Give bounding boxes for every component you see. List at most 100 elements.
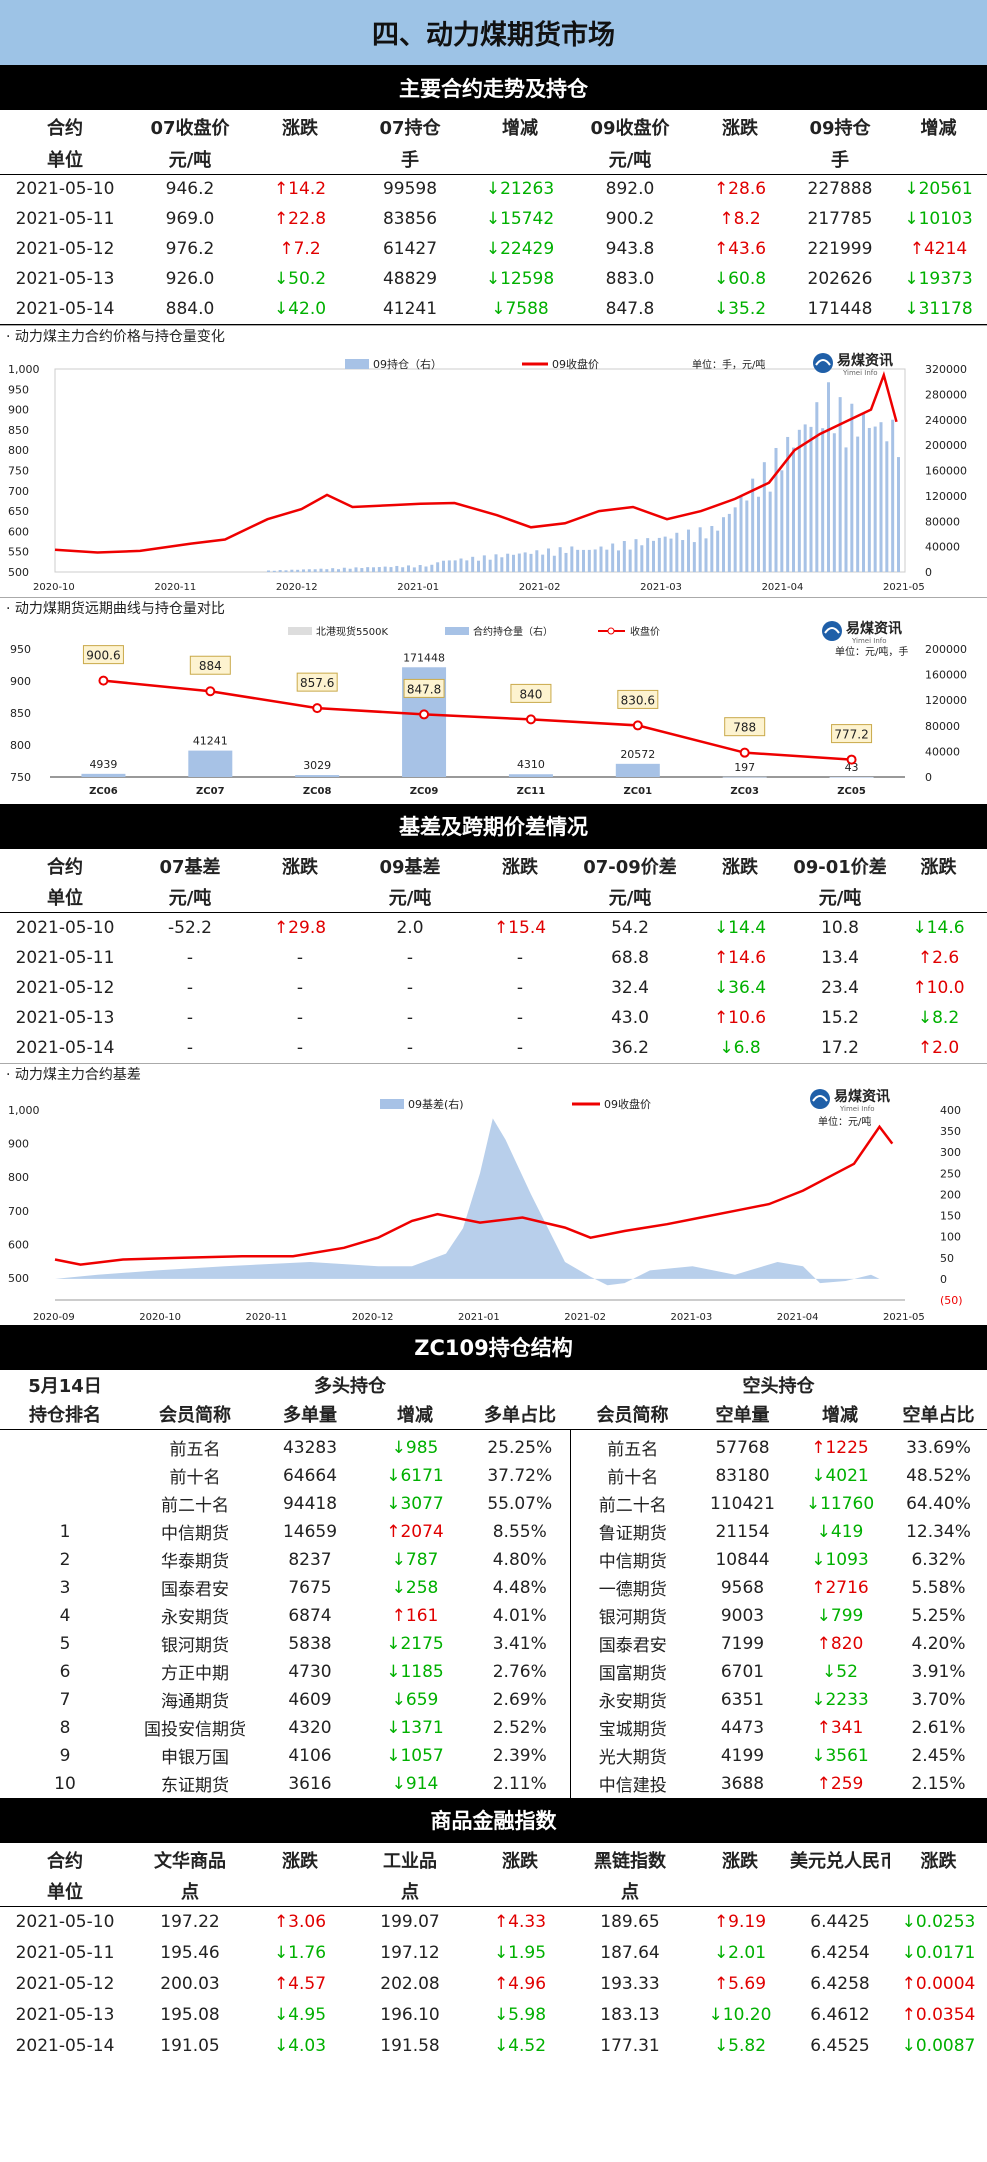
axis-tick-label: 2021-05 xyxy=(883,1312,925,1323)
price-value-label: 777.2 xyxy=(834,727,868,741)
basis-chart: 1,00090080070060050040035030025020015010… xyxy=(8,1088,963,1323)
table-cell: 2.0 xyxy=(396,917,424,938)
column-header: 合约 xyxy=(47,118,83,139)
axis-tick-label: 2021-03 xyxy=(640,582,682,593)
table-cell: ↓42.0 xyxy=(273,298,327,319)
open-interest-bar xyxy=(302,568,305,572)
open-interest-bar xyxy=(850,403,854,572)
chart1-label: · 动力煤主力合约价格与持仓量变化 xyxy=(0,324,987,347)
table-cell: 银河期货 xyxy=(161,1636,229,1656)
header-row: 持仓排名 会员简称 多单量 增减 多单占比 会员简称 空单量 增减 空单占比 xyxy=(0,1400,987,1430)
open-interest-bar xyxy=(628,549,632,572)
legend-label: 09基差(右) xyxy=(408,1097,464,1111)
axis-tick-label: 850 xyxy=(8,423,29,436)
page-title: 四、动力煤期货市场 xyxy=(0,0,987,65)
table-cell: 6.4612 xyxy=(810,2005,870,2025)
axis-tick-label: 2021-04 xyxy=(777,1312,819,1323)
open-interest-bar xyxy=(512,554,515,572)
table-cell: 189.65 xyxy=(600,1912,660,1933)
open-interest-bar xyxy=(768,491,772,572)
table-cell: ↑14.2 xyxy=(273,179,327,200)
table-cell: 2 xyxy=(59,1549,71,1570)
logo-icon xyxy=(822,620,842,641)
table-cell: 2021-05-10 xyxy=(15,1912,115,1933)
table-cell: - xyxy=(406,977,414,998)
table-cell: 892.0 xyxy=(605,179,655,200)
open-interest-bar xyxy=(517,553,521,572)
open-interest-bar xyxy=(780,469,784,572)
table-cell: 48829 xyxy=(382,269,438,289)
axis-tick-label: 2021-01 xyxy=(458,1312,500,1323)
open-interest-bar xyxy=(500,556,504,572)
open-interest-bar xyxy=(295,774,340,777)
table-cell: ↑5.69 xyxy=(713,1974,767,1994)
axis-tick-label: 160000 xyxy=(925,668,967,681)
column-header xyxy=(890,883,987,913)
table-row: 6 方正中期 4730 ↓1185 2.76% 国富期货 6701 ↓52 3.91% xyxy=(0,1657,987,1686)
axis-tick-label: 600 xyxy=(8,1238,29,1251)
axis-tick-label: 650 xyxy=(8,505,29,518)
table-cell: 926.0 xyxy=(165,269,215,289)
table-cell: 7199 xyxy=(720,1633,765,1654)
table-cell: 2021-05-10 xyxy=(15,917,115,938)
open-interest-bar xyxy=(617,549,620,572)
axis-tick-label: 80000 xyxy=(925,515,960,528)
axis-tick-label: 2021-02 xyxy=(519,582,561,593)
open-interest-bar xyxy=(290,569,294,572)
price-value-label: 857.6 xyxy=(300,676,334,690)
open-interest-bar xyxy=(366,566,370,572)
column-header: 涨跌 xyxy=(282,118,318,139)
open-interest-bar xyxy=(401,566,405,572)
table-cell: 前十名 xyxy=(607,1468,659,1488)
table-row: 3 国泰君安 7675 ↓258 4.48% 一德期货 9568 ↑2716 5.58% xyxy=(0,1573,987,1602)
open-interest-bar xyxy=(681,539,685,572)
column-header: 增减 xyxy=(822,1405,858,1427)
table-row: 前十名 64664 ↓6171 37.72% 前十名 83180 ↓4021 48.52% xyxy=(0,1461,987,1490)
open-interest-bar xyxy=(471,556,475,572)
table-cell: ↑29.8 xyxy=(273,917,327,938)
indices-table: 合约 文华商品 涨跌 工业品 涨跌 黑链指数 涨跌 美元兑人民币 涨跌 单位 点 点 点 2021-05-… xyxy=(0,1843,987,2062)
table-cell: ↓1.95 xyxy=(493,1943,547,1963)
table-cell: 2021-05-14 xyxy=(15,2036,115,2056)
table-cell: 4609 xyxy=(288,1689,332,1710)
table-cell: ↓4.03 xyxy=(273,2036,327,2056)
open-interest-bar xyxy=(529,553,533,572)
column-header: 09基差 xyxy=(379,856,441,878)
table-cell: 171448 xyxy=(807,298,873,319)
column-header: 涨跌 xyxy=(920,1850,957,1872)
table-row: 2021-05-13 926.0 ↓50.2 48829 ↓12598 883.0 ↓60.… xyxy=(0,264,987,294)
open-interest-bar xyxy=(354,566,358,572)
category-label: ZC05 xyxy=(837,786,866,797)
table-cell: 48.52% xyxy=(906,1465,971,1486)
table-row: 2021-05-10 197.22 ↑3.06 199.07 ↑4.33 189.65 ↑9… xyxy=(0,1907,987,1938)
open-interest-bar xyxy=(803,423,807,572)
table-cell: 2.61% xyxy=(911,1717,966,1738)
table-cell: 83180 xyxy=(715,1465,770,1486)
table-cell: ↓20561 xyxy=(904,179,973,200)
open-interest-bar xyxy=(792,447,795,572)
unit-label: 单位：元/吨 xyxy=(818,1115,871,1128)
table-cell: 14659 xyxy=(282,1521,338,1542)
column-header: 空单量 xyxy=(715,1405,770,1427)
open-interest-bar xyxy=(284,569,288,572)
table-cell: 55.07% xyxy=(470,1489,571,1518)
table-cell: 2.76% xyxy=(470,1657,571,1686)
table-cell: ↓14.6 xyxy=(912,917,965,938)
header-row: 单位 点 点 点 xyxy=(0,1877,987,1907)
open-interest-bar xyxy=(829,776,874,777)
table-cell: 4199 xyxy=(720,1745,765,1766)
column-header: 单位 xyxy=(47,888,83,910)
column-header: 涨跌 xyxy=(282,1850,318,1872)
axis-tick-label: 750 xyxy=(8,464,29,477)
bar-value-label: 20572 xyxy=(620,747,655,760)
open-interest-bar xyxy=(307,568,311,572)
open-interest-bar xyxy=(838,396,842,572)
table-cell: ↓15742 xyxy=(485,209,555,229)
column-header: 空单占比 xyxy=(902,1405,975,1427)
open-interest-bar xyxy=(809,426,813,572)
column-header: 涨跌 xyxy=(920,856,957,878)
axis-tick-label: 2021-02 xyxy=(564,1312,606,1323)
axis-tick-label: 0 xyxy=(940,1272,947,1285)
legend-swatch-basis xyxy=(380,1098,404,1109)
table-cell: 3.91% xyxy=(911,1661,966,1682)
